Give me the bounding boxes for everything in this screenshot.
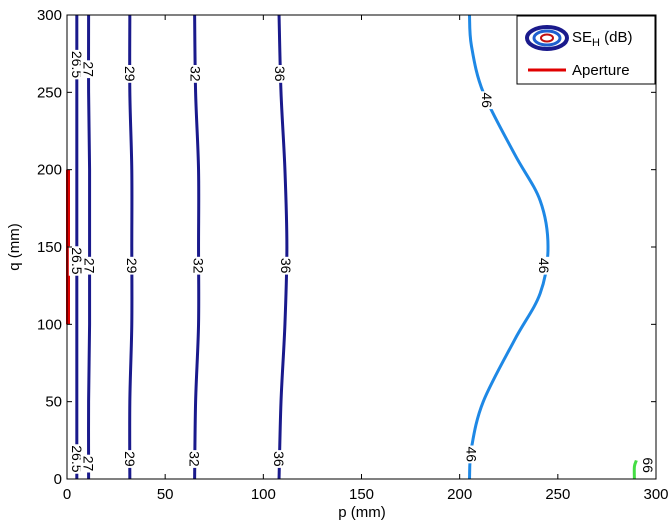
x-tick-label: 200 [447,486,472,503]
contour-label-27: 27 [81,456,97,472]
y-tick-label: 0 [54,471,62,488]
legend-ellipse-middle [532,29,562,47]
legend-entry-se-label: SEH (dB) [572,29,632,49]
contour-label-gap [80,454,97,473]
contour-label-32: 32 [187,451,203,467]
contour-line-32 [193,14,201,480]
contour-label-gap [123,256,140,275]
contour-label-29: 29 [122,451,138,467]
contour-label-gap [272,65,288,83]
contour-label-36: 36 [272,66,288,82]
legend-se-unit: (dB) [600,29,633,46]
contour-label-gap [80,60,97,79]
contour-label-46: 46 [479,92,495,108]
y-axis: 0 50 100 150 200 250 300 [37,7,656,488]
y-tick-label: 50 [45,394,62,411]
contour-line-66 [632,459,638,480]
contour-label-gap [463,445,480,464]
y-tick-label: 200 [37,162,62,179]
contour-label-gap [81,256,98,275]
legend-contour-symbol [525,25,569,51]
y-axis-label: q (mm) [6,223,23,271]
plot-area [67,15,656,479]
y-tick-label: 250 [37,84,62,101]
legend-ellipse-outer [525,25,569,51]
contour-label-gap [187,65,204,83]
x-tick-label: 50 [157,486,174,503]
contour-label-66: 66 [640,457,656,473]
y-tick-label: 100 [37,316,62,333]
legend-se-subscript: H [592,37,600,49]
y-tick-label: 300 [37,7,62,24]
contour-label-29: 29 [124,258,140,274]
legend-ellipse-inner [540,33,554,43]
contour-label-gap [479,91,496,110]
contour-label-gap [640,456,657,475]
contour-label-32: 32 [188,66,204,82]
x-axis-label: p (mm) [338,504,386,521]
x-tick-label: 150 [349,486,374,503]
contour-line-29 [128,14,134,480]
y-tick-label: 150 [37,239,62,256]
x-tick-label: 250 [545,486,570,503]
contour-label-27: 27 [82,258,98,274]
contour-line-36 [277,14,289,480]
contour-label-gap [277,256,294,275]
contour-label-gap [121,450,138,468]
contour-label-gap [536,256,553,275]
contour-label-36: 36 [271,451,287,467]
x-tick-label: 300 [643,486,668,503]
legend-entry-aperture-label: Aperture [572,62,630,79]
contour-line-46 [467,14,550,480]
contour-label-46: 46 [536,258,552,274]
contour-label-36: 36 [278,258,294,274]
contour-label-27: 27 [81,61,97,77]
contour-label-46: 46 [463,447,479,463]
legend: SEH (dB) Aperture [516,15,656,85]
contour-label-gap [121,65,138,83]
contour-label-gap [186,450,203,468]
legend-se-main: SE [572,29,592,46]
x-axis: 0 50 100 150 200 250 300 [63,15,669,503]
contour-labels: 26.526.526.52727272929293232323636364646… [68,49,657,475]
contour-label-26-5: 26.5 [69,247,85,274]
contour-label-29: 29 [122,66,138,82]
x-tick-label: 100 [251,486,276,503]
contour-line-27 [87,14,92,480]
contour-label-gap [68,246,85,276]
contour-label-gap [190,256,207,275]
contour-label-gap [271,450,287,468]
x-tick-label: 0 [63,486,71,503]
contour-lines [75,14,640,480]
contour-label-32: 32 [191,258,207,274]
